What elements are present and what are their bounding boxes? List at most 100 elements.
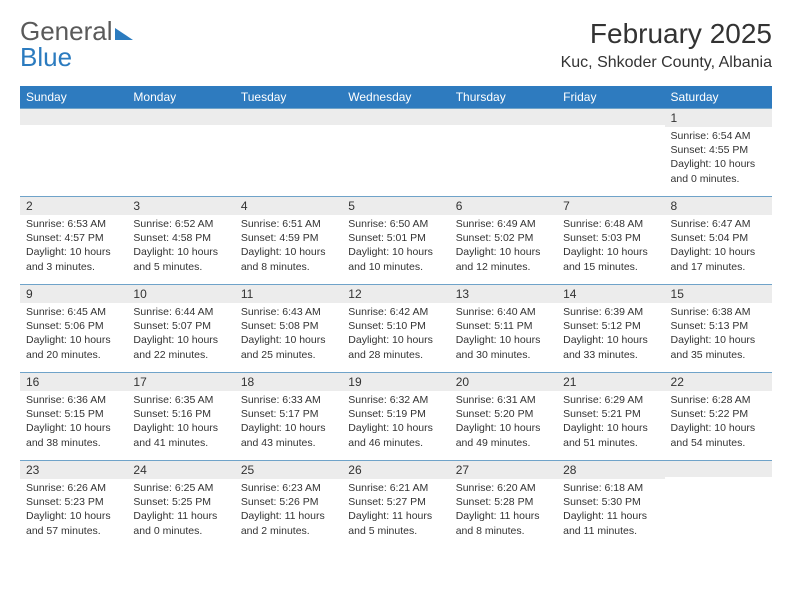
calendar-cell: 11Sunrise: 6:43 AMSunset: 5:08 PMDayligh…	[235, 285, 342, 373]
sunrise: Sunrise: 6:49 AM	[456, 217, 551, 231]
day-details: Sunrise: 6:33 AMSunset: 5:17 PMDaylight:…	[235, 391, 342, 454]
calendar-cell: 7Sunrise: 6:48 AMSunset: 5:03 PMDaylight…	[557, 197, 664, 285]
day-number: 6	[450, 197, 557, 215]
calendar-cell: 3Sunrise: 6:52 AMSunset: 4:58 PMDaylight…	[127, 197, 234, 285]
sunrise: Sunrise: 6:38 AM	[671, 305, 766, 319]
daylight: Daylight: 10 hours and 10 minutes.	[348, 245, 443, 273]
calendar-cell	[20, 109, 127, 197]
day-details: Sunrise: 6:43 AMSunset: 5:08 PMDaylight:…	[235, 303, 342, 366]
sunrise: Sunrise: 6:44 AM	[133, 305, 228, 319]
calendar-cell: 14Sunrise: 6:39 AMSunset: 5:12 PMDayligh…	[557, 285, 664, 373]
sunset: Sunset: 4:59 PM	[241, 231, 336, 245]
daylight: Daylight: 10 hours and 0 minutes.	[671, 157, 766, 185]
day-number: 23	[20, 461, 127, 479]
day-details: Sunrise: 6:21 AMSunset: 5:27 PMDaylight:…	[342, 479, 449, 542]
calendar-week: 9Sunrise: 6:45 AMSunset: 5:06 PMDaylight…	[20, 285, 772, 373]
daylight: Daylight: 10 hours and 8 minutes.	[241, 245, 336, 273]
day-header: Saturday	[665, 86, 772, 109]
sunset: Sunset: 5:26 PM	[241, 495, 336, 509]
calendar-cell	[450, 109, 557, 197]
sunset: Sunset: 5:30 PM	[563, 495, 658, 509]
day-number: 7	[557, 197, 664, 215]
sunrise: Sunrise: 6:20 AM	[456, 481, 551, 495]
day-number: 11	[235, 285, 342, 303]
day-number: 28	[557, 461, 664, 479]
sunrise: Sunrise: 6:45 AM	[26, 305, 121, 319]
sunset: Sunset: 5:25 PM	[133, 495, 228, 509]
calendar-cell: 24Sunrise: 6:25 AMSunset: 5:25 PMDayligh…	[127, 461, 234, 549]
calendar-week: 2Sunrise: 6:53 AMSunset: 4:57 PMDaylight…	[20, 197, 772, 285]
daylight: Daylight: 10 hours and 25 minutes.	[241, 333, 336, 361]
day-details: Sunrise: 6:25 AMSunset: 5:25 PMDaylight:…	[127, 479, 234, 542]
sunset: Sunset: 5:07 PM	[133, 319, 228, 333]
day-number: 14	[557, 285, 664, 303]
day-details: Sunrise: 6:52 AMSunset: 4:58 PMDaylight:…	[127, 215, 234, 278]
sunset: Sunset: 5:12 PM	[563, 319, 658, 333]
calendar-week: 16Sunrise: 6:36 AMSunset: 5:15 PMDayligh…	[20, 373, 772, 461]
sunset: Sunset: 4:58 PM	[133, 231, 228, 245]
day-details: Sunrise: 6:47 AMSunset: 5:04 PMDaylight:…	[665, 215, 772, 278]
daylight: Daylight: 11 hours and 2 minutes.	[241, 509, 336, 537]
day-details: Sunrise: 6:38 AMSunset: 5:13 PMDaylight:…	[665, 303, 772, 366]
day-header: Friday	[557, 86, 664, 109]
sunset: Sunset: 4:57 PM	[26, 231, 121, 245]
daylight: Daylight: 10 hours and 43 minutes.	[241, 421, 336, 449]
daylight: Daylight: 10 hours and 38 minutes.	[26, 421, 121, 449]
sunrise: Sunrise: 6:29 AM	[563, 393, 658, 407]
calendar-cell: 22Sunrise: 6:28 AMSunset: 5:22 PMDayligh…	[665, 373, 772, 461]
day-details: Sunrise: 6:20 AMSunset: 5:28 PMDaylight:…	[450, 479, 557, 542]
calendar-page: General Blue February 2025 Kuc, Shkoder …	[0, 0, 792, 567]
day-number: 15	[665, 285, 772, 303]
sunrise: Sunrise: 6:52 AM	[133, 217, 228, 231]
calendar-cell: 6Sunrise: 6:49 AMSunset: 5:02 PMDaylight…	[450, 197, 557, 285]
day-details	[557, 125, 664, 185]
sunset: Sunset: 4:55 PM	[671, 143, 766, 157]
calendar-cell: 17Sunrise: 6:35 AMSunset: 5:16 PMDayligh…	[127, 373, 234, 461]
day-details	[20, 125, 127, 185]
day-details: Sunrise: 6:48 AMSunset: 5:03 PMDaylight:…	[557, 215, 664, 278]
day-header: Sunday	[20, 86, 127, 109]
calendar-cell	[127, 109, 234, 197]
day-number	[450, 109, 557, 125]
calendar-table: SundayMondayTuesdayWednesdayThursdayFrid…	[20, 86, 772, 549]
sunrise: Sunrise: 6:28 AM	[671, 393, 766, 407]
sunrise: Sunrise: 6:53 AM	[26, 217, 121, 231]
day-number: 13	[450, 285, 557, 303]
day-number: 26	[342, 461, 449, 479]
calendar-cell: 13Sunrise: 6:40 AMSunset: 5:11 PMDayligh…	[450, 285, 557, 373]
day-details: Sunrise: 6:42 AMSunset: 5:10 PMDaylight:…	[342, 303, 449, 366]
calendar-cell: 4Sunrise: 6:51 AMSunset: 4:59 PMDaylight…	[235, 197, 342, 285]
daylight: Daylight: 10 hours and 51 minutes.	[563, 421, 658, 449]
calendar-cell: 23Sunrise: 6:26 AMSunset: 5:23 PMDayligh…	[20, 461, 127, 549]
sunset: Sunset: 5:02 PM	[456, 231, 551, 245]
calendar-cell: 25Sunrise: 6:23 AMSunset: 5:26 PMDayligh…	[235, 461, 342, 549]
month-title: February 2025	[561, 18, 772, 50]
daylight: Daylight: 10 hours and 28 minutes.	[348, 333, 443, 361]
day-number: 20	[450, 373, 557, 391]
day-details	[127, 125, 234, 185]
sunrise: Sunrise: 6:50 AM	[348, 217, 443, 231]
sunrise: Sunrise: 6:39 AM	[563, 305, 658, 319]
day-details	[450, 125, 557, 185]
day-number	[20, 109, 127, 125]
daylight: Daylight: 10 hours and 20 minutes.	[26, 333, 121, 361]
calendar-cell	[342, 109, 449, 197]
day-details	[665, 477, 772, 537]
sunset: Sunset: 5:10 PM	[348, 319, 443, 333]
calendar-cell: 2Sunrise: 6:53 AMSunset: 4:57 PMDaylight…	[20, 197, 127, 285]
day-number: 22	[665, 373, 772, 391]
header: General Blue February 2025 Kuc, Shkoder …	[20, 18, 772, 72]
calendar-cell: 20Sunrise: 6:31 AMSunset: 5:20 PMDayligh…	[450, 373, 557, 461]
day-number: 19	[342, 373, 449, 391]
sunset: Sunset: 5:03 PM	[563, 231, 658, 245]
calendar-week: 23Sunrise: 6:26 AMSunset: 5:23 PMDayligh…	[20, 461, 772, 549]
daylight: Daylight: 10 hours and 57 minutes.	[26, 509, 121, 537]
logo: General Blue	[20, 18, 133, 70]
sunrise: Sunrise: 6:47 AM	[671, 217, 766, 231]
day-details: Sunrise: 6:18 AMSunset: 5:30 PMDaylight:…	[557, 479, 664, 542]
sunset: Sunset: 5:17 PM	[241, 407, 336, 421]
sunset: Sunset: 5:04 PM	[671, 231, 766, 245]
sunrise: Sunrise: 6:31 AM	[456, 393, 551, 407]
calendar-cell: 1Sunrise: 6:54 AMSunset: 4:55 PMDaylight…	[665, 109, 772, 197]
day-number: 8	[665, 197, 772, 215]
